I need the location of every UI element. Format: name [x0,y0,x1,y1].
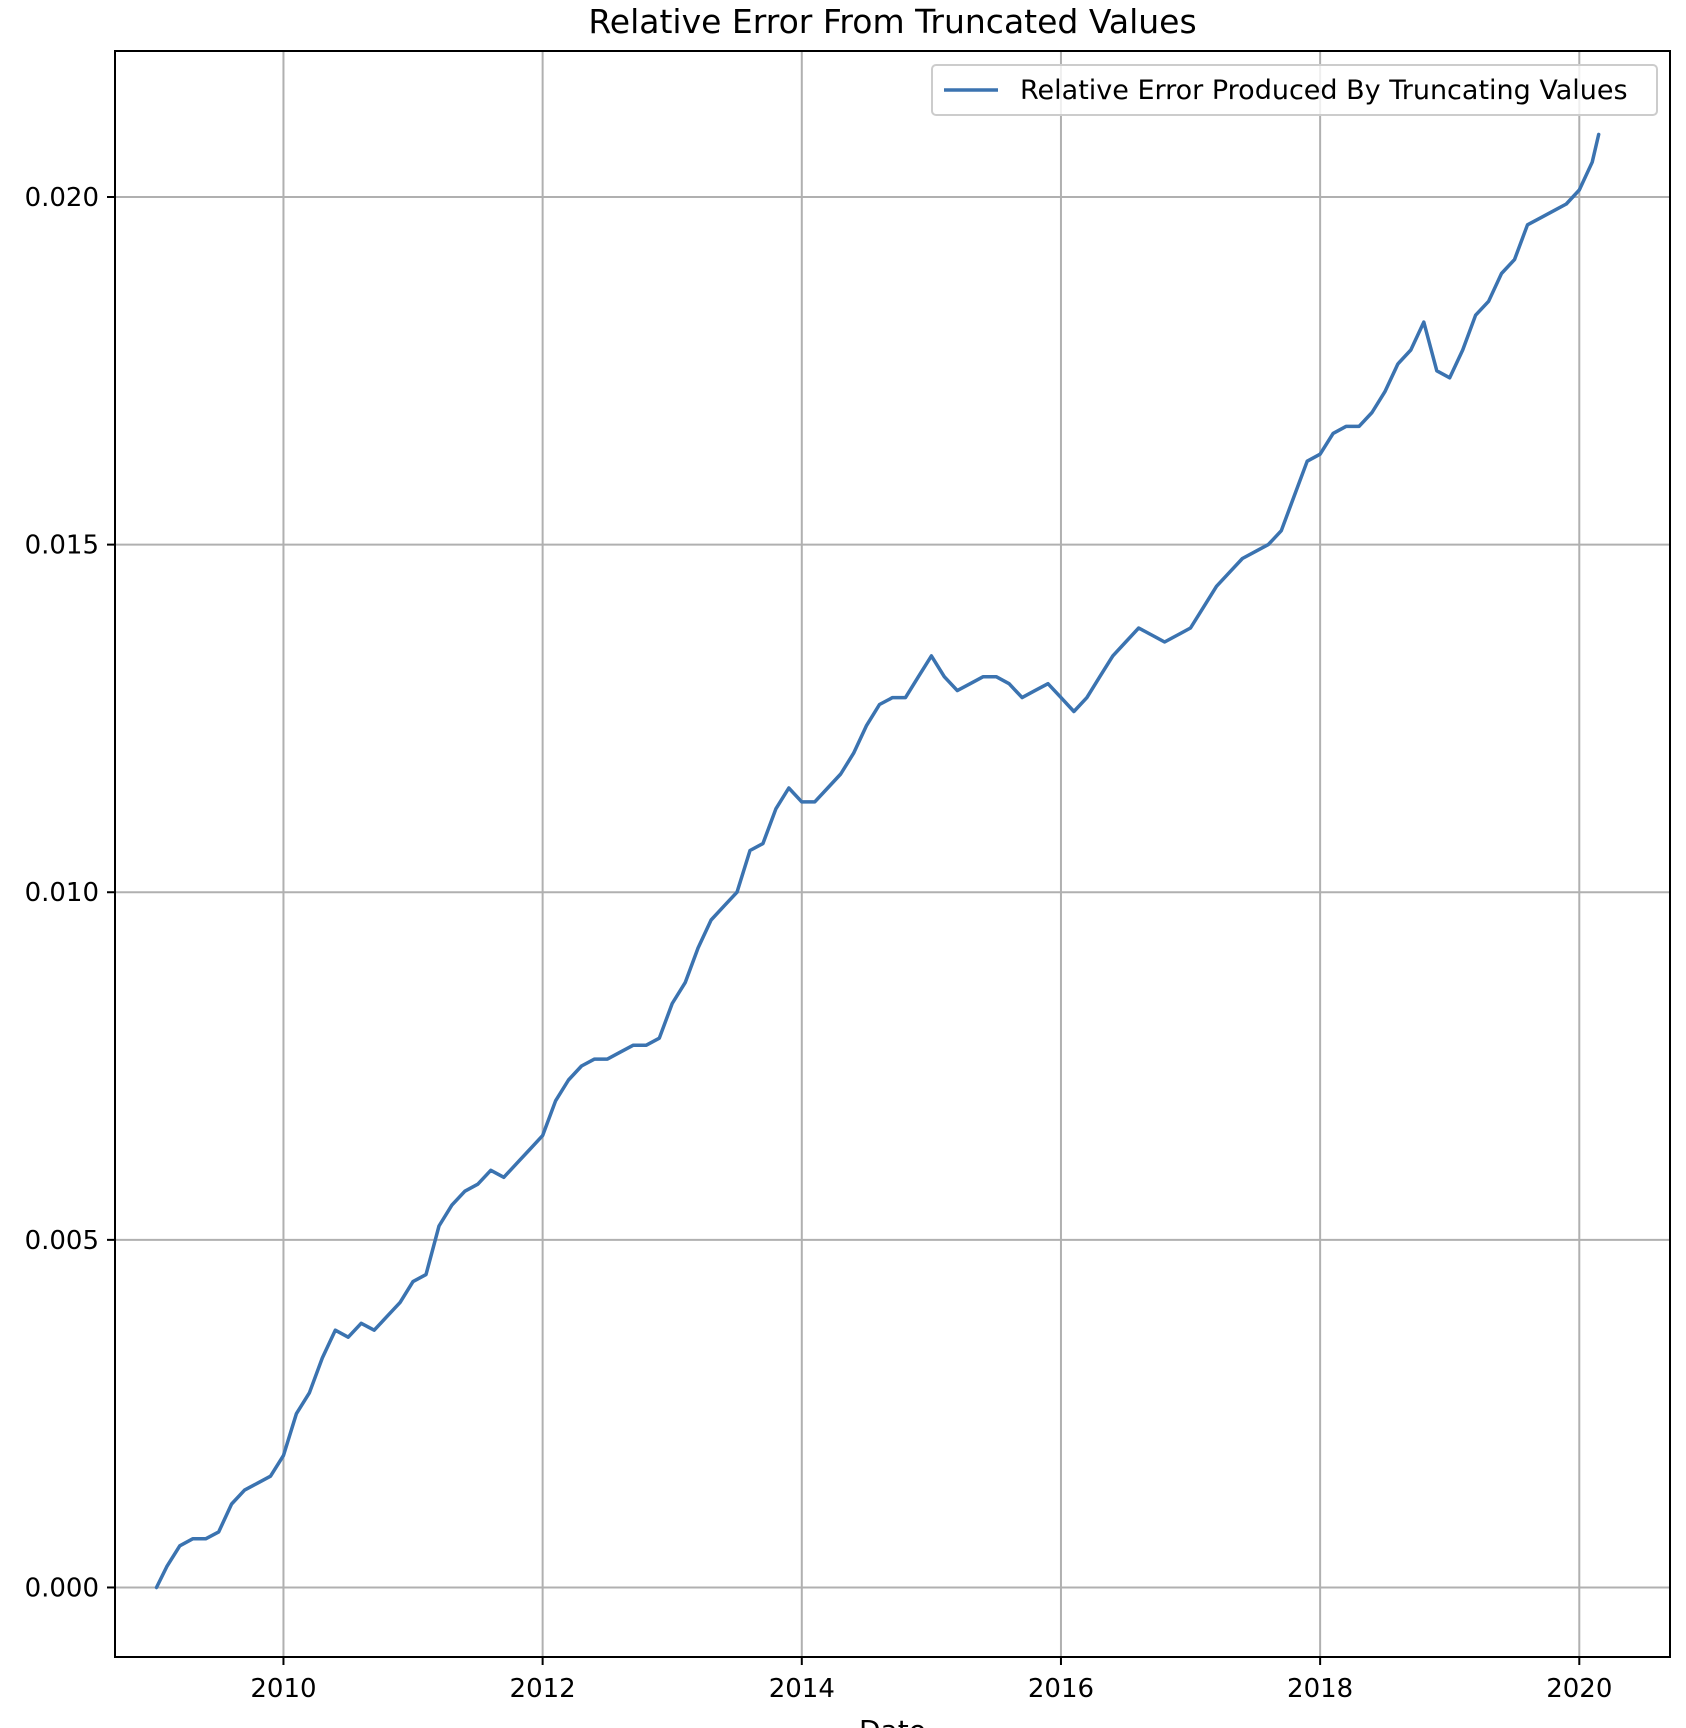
x-tick-label: 2016 [1028,1674,1094,1704]
x-tick-label: 2018 [1287,1674,1353,1704]
series-line [154,132,1601,1590]
y-tick-label: 0.005 [25,1226,99,1256]
y-tick-label: 0.015 [25,531,99,561]
y-tick-label: 0.000 [25,1573,99,1603]
legend-box [931,64,1658,116]
x-axis-label: Date [859,1714,926,1728]
grid-layer [115,51,1670,1657]
legend-label: Relative Error Produced By Truncating Va… [1020,75,1628,106]
plot-frame [114,50,1671,1658]
x-tick-label: 2012 [510,1674,576,1704]
y-tick-label: 0.020 [25,183,99,213]
x-tick-label: 2014 [769,1674,835,1704]
x-tick-label: 2020 [1546,1674,1612,1704]
x-tick-label: 2010 [250,1674,316,1704]
line-layer [154,132,1601,1590]
chart-title: Relative Error From Truncated Values [588,2,1196,41]
y-tick-label: 0.010 [25,878,99,908]
tick-layer: 2010 2012 2014 2016 2018 2020 0.000 0.005 0.010 0… [25,183,1613,1704]
legend: Relative Error Produced By Truncating Va… [931,64,1658,116]
